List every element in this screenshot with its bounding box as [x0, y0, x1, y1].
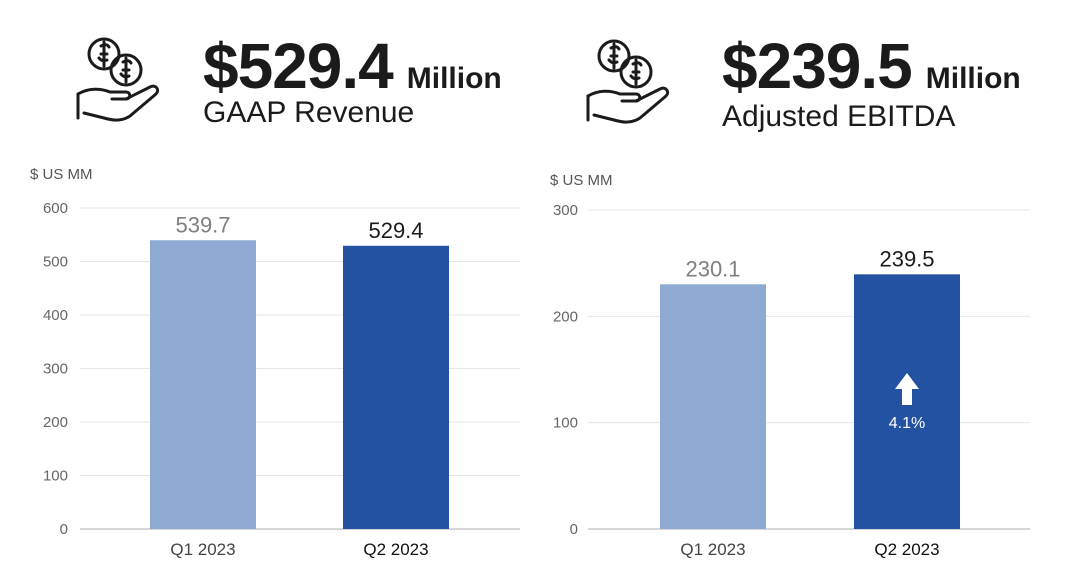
revenue-headline-value: $529.4 Million	[203, 34, 502, 98]
x-category-label: Q2 2023	[874, 540, 939, 559]
revenue-kpi: $529.4 Million GAAP Revenue	[0, 0, 540, 140]
y-tick-label: 0	[570, 521, 578, 538]
bar-q1-2023	[660, 284, 766, 529]
y-tick-label: 600	[43, 200, 68, 217]
y-tick-label: 100	[43, 468, 68, 485]
ebitda-unit-label: $ US MM	[550, 172, 613, 189]
ebitda-value-unit: Million	[925, 62, 1021, 95]
ebitda-kpi: $239.5 Million Adjusted EBITDA	[540, 0, 1080, 140]
bar-value-label: 529.4	[368, 218, 423, 243]
y-tick-label: 300	[43, 361, 68, 378]
revenue-value-unit: Million	[406, 62, 502, 95]
bar-q1-2023	[150, 240, 256, 529]
y-tick-label: 100	[553, 415, 578, 432]
y-tick-label: 0	[60, 521, 68, 538]
revenue-panel: $529.4 Million GAAP Revenue $ US MM 0 100 2…	[0, 0, 540, 559]
growth-percentage-label: 4.1%	[889, 415, 925, 432]
bar-value-label: 239.5	[879, 246, 934, 271]
y-tick-label: 300	[553, 202, 578, 219]
revenue-chart: 0 100 200 300 400 500 600 539.7 Q1 2023 529.4 Q2 2…	[43, 200, 520, 559]
y-tick-label: 200	[553, 308, 578, 325]
bar-value-label: 230.1	[685, 256, 740, 281]
x-category-label: Q1 2023	[170, 540, 235, 559]
bar-q2-2023	[343, 245, 449, 529]
y-tick-label: 400	[43, 307, 68, 324]
money-hand-icon	[586, 39, 670, 124]
money-hand-icon	[76, 37, 160, 122]
ebitda-value-number: $239.5	[722, 30, 913, 102]
revenue-unit-label: $ US MM	[30, 166, 93, 183]
bar-value-label: 539.7	[175, 212, 230, 237]
ebitda-headline-label: Adjusted EBITDA	[722, 100, 956, 133]
y-tick-label: 500	[43, 254, 68, 271]
y-tick-label: 200	[43, 414, 68, 431]
x-category-label: Q1 2023	[680, 540, 745, 559]
ebitda-chart: 0 100 200 300 230.1 Q1 2023 239.5 Q2 2023 4.1%	[553, 202, 1030, 559]
revenue-value-number: $529.4	[203, 30, 394, 102]
x-category-label: Q2 2023	[363, 540, 428, 559]
up-arrow-icon	[895, 373, 919, 405]
revenue-headline-label: GAAP Revenue	[203, 96, 415, 129]
ebitda-headline-value: $239.5 Million	[722, 34, 1021, 98]
